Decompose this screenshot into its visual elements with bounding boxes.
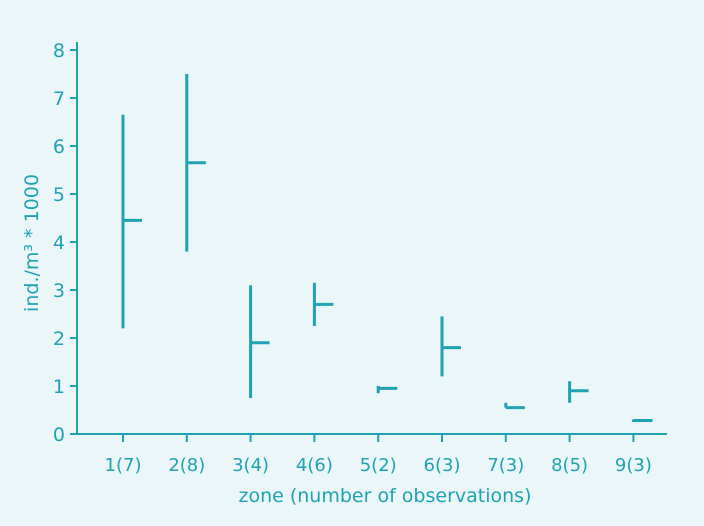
x-axis-label: zone (number of observations) — [238, 485, 531, 507]
y-tick-label: 4 — [53, 232, 65, 254]
x-tick-label: 4(6) — [296, 455, 333, 476]
x-tick-label: 7(3) — [487, 455, 524, 476]
y-tick-label: 2 — [53, 328, 65, 350]
y-tick-label: 3 — [53, 280, 65, 302]
y-tick-label: 6 — [53, 136, 65, 158]
x-tick-label: 2(8) — [168, 455, 205, 476]
range-marks — [123, 74, 652, 422]
axes: 0 1 2 3 4 5 6 7 8 1(7) 2(8) 3(4) 4(6) 5(2) 6(3) 7(3) 8(5… — [53, 40, 667, 476]
y-tick-label: 8 — [53, 40, 65, 62]
y-tick-label: 1 — [53, 376, 65, 398]
y-axis-label: ind./m³ * 1000 — [21, 174, 43, 312]
y-tick-label: 0 — [53, 424, 65, 446]
x-tick-label: 5(2) — [360, 455, 397, 476]
y-tick-label: 5 — [53, 184, 65, 206]
x-tick-label: 3(4) — [232, 455, 269, 476]
x-tick-label: 6(3) — [424, 455, 461, 476]
y-tick-label: 7 — [53, 88, 65, 110]
x-tick-label: 8(5) — [551, 455, 588, 476]
x-tick-label: 9(3) — [615, 455, 652, 476]
x-tick-label: 1(7) — [105, 455, 142, 476]
